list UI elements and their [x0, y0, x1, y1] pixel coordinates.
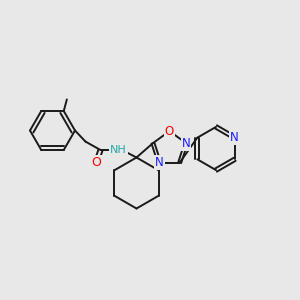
- Text: N: N: [230, 131, 239, 144]
- Text: O: O: [92, 156, 101, 170]
- Text: N: N: [155, 156, 164, 169]
- Text: N: N: [182, 136, 190, 150]
- Text: NH: NH: [110, 145, 127, 155]
- Text: O: O: [165, 124, 174, 138]
